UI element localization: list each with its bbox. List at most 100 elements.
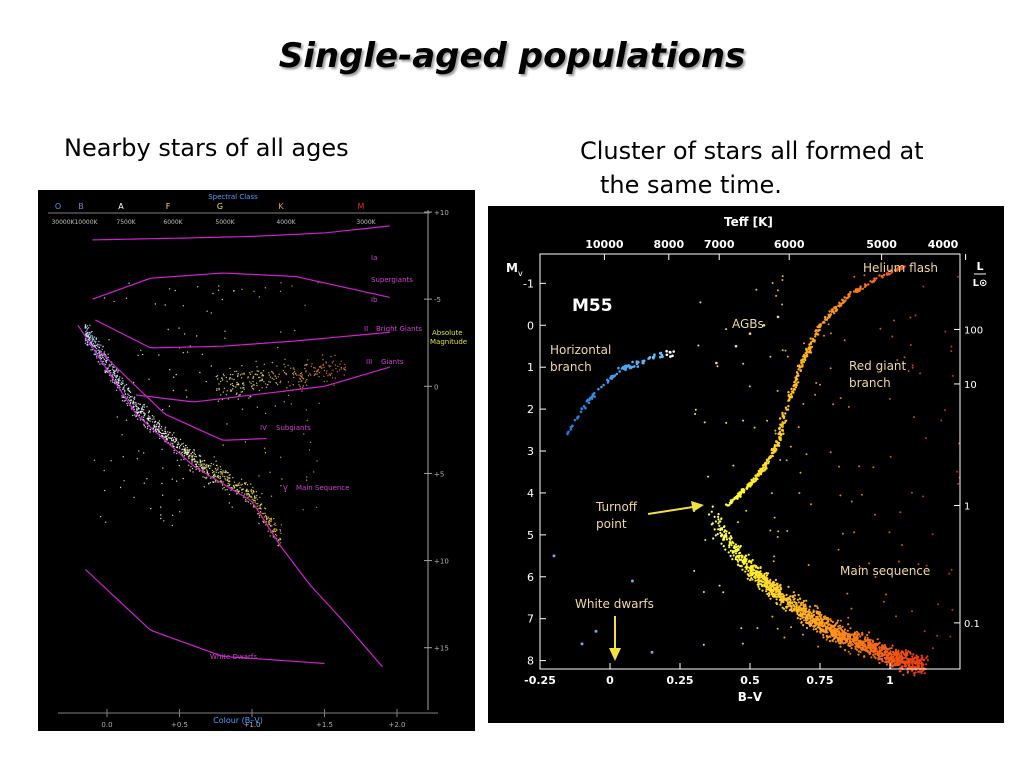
m55-star [799,617,802,621]
m55-star [720,517,723,520]
hr-star [110,460,112,462]
m55-y-tick-label: 3 [527,445,534,458]
hr-series-line [92,272,390,300]
m55-star [751,567,754,570]
m55-star [750,565,753,568]
hr-star [277,544,279,547]
hr-star [218,383,220,385]
hr-star [248,494,250,496]
m55-star [912,653,915,656]
m55-star [829,367,832,370]
m55-star [707,513,711,516]
hr-star [189,469,191,471]
hr-star [186,449,188,451]
m55-star [828,626,831,629]
hr-star [331,362,334,364]
m55-star [753,426,756,429]
hr-star [256,406,259,408]
hr-star [158,430,160,433]
m55-star [843,628,847,631]
m55-star [944,409,946,412]
hr-star [239,487,241,489]
m55-star [785,605,788,608]
hr-star [241,408,244,410]
hr-star [137,408,139,411]
m55-star [754,579,757,582]
m55-star [856,645,859,648]
hr-star [172,442,174,445]
hr-star [164,426,167,428]
hr-star [271,525,273,527]
hr-star [219,466,222,468]
hr-star [171,434,173,436]
m55-star [787,393,790,397]
m55-star [841,532,844,535]
hr-star [267,516,270,518]
m55-star [915,654,918,657]
m55-star [777,530,780,533]
hr-star [323,375,325,377]
m55-star [814,329,818,332]
m55-star [834,631,837,634]
hr-spectral-class-label: F [166,202,171,211]
hr-temperature-label: 10000K [74,219,98,226]
m55-star [797,426,800,429]
hr-star [277,346,279,349]
hr-star [229,483,231,485]
m55-star [880,648,883,651]
hr-star [187,456,190,458]
m55-star [901,657,904,661]
m55-star [911,610,913,613]
hr-star [344,369,347,371]
m55-star [814,333,817,336]
hr-star [171,514,174,516]
m55-star [747,484,750,487]
m55-star [636,365,640,368]
m55-star [818,324,821,327]
hr-star [90,342,92,344]
m55-star [910,491,913,494]
hr-star [91,335,93,337]
m55-star [810,345,814,349]
m55-star [589,396,592,400]
m55-star [869,652,872,655]
hr-star [329,374,331,377]
m55-star [824,318,827,321]
hr-star [302,385,305,387]
hr-star [111,381,114,383]
m55-star [831,632,834,635]
hr-star [230,489,232,491]
hr-star [124,393,127,395]
m55-star [907,663,910,666]
hr-star [178,499,180,501]
m55-star [711,505,714,508]
m55-star [880,275,883,278]
hr-star [239,374,242,376]
hr-star [222,488,224,490]
m55-star [775,598,778,601]
hr-star [264,383,267,385]
hr-star [229,480,231,483]
m55-star [882,273,886,277]
hr-star [323,380,325,383]
hr-star [171,524,173,527]
m55-star [661,355,664,359]
m55-star [740,627,743,630]
hr-star [328,366,330,368]
m55-star [730,501,733,504]
hr-star [228,502,231,504]
m55-star [797,601,800,604]
hr-star [287,381,290,383]
m55-star [835,307,838,310]
hr-star [283,371,286,374]
hr-star [206,464,208,466]
m55-star [862,640,865,643]
hr-star [255,360,257,363]
hr-star [185,451,187,453]
m55-star [871,639,874,642]
hr-star [249,503,252,505]
hr-star [87,334,89,337]
m55-star [802,624,805,627]
hr-star [223,486,225,489]
hr-star [302,377,304,379]
